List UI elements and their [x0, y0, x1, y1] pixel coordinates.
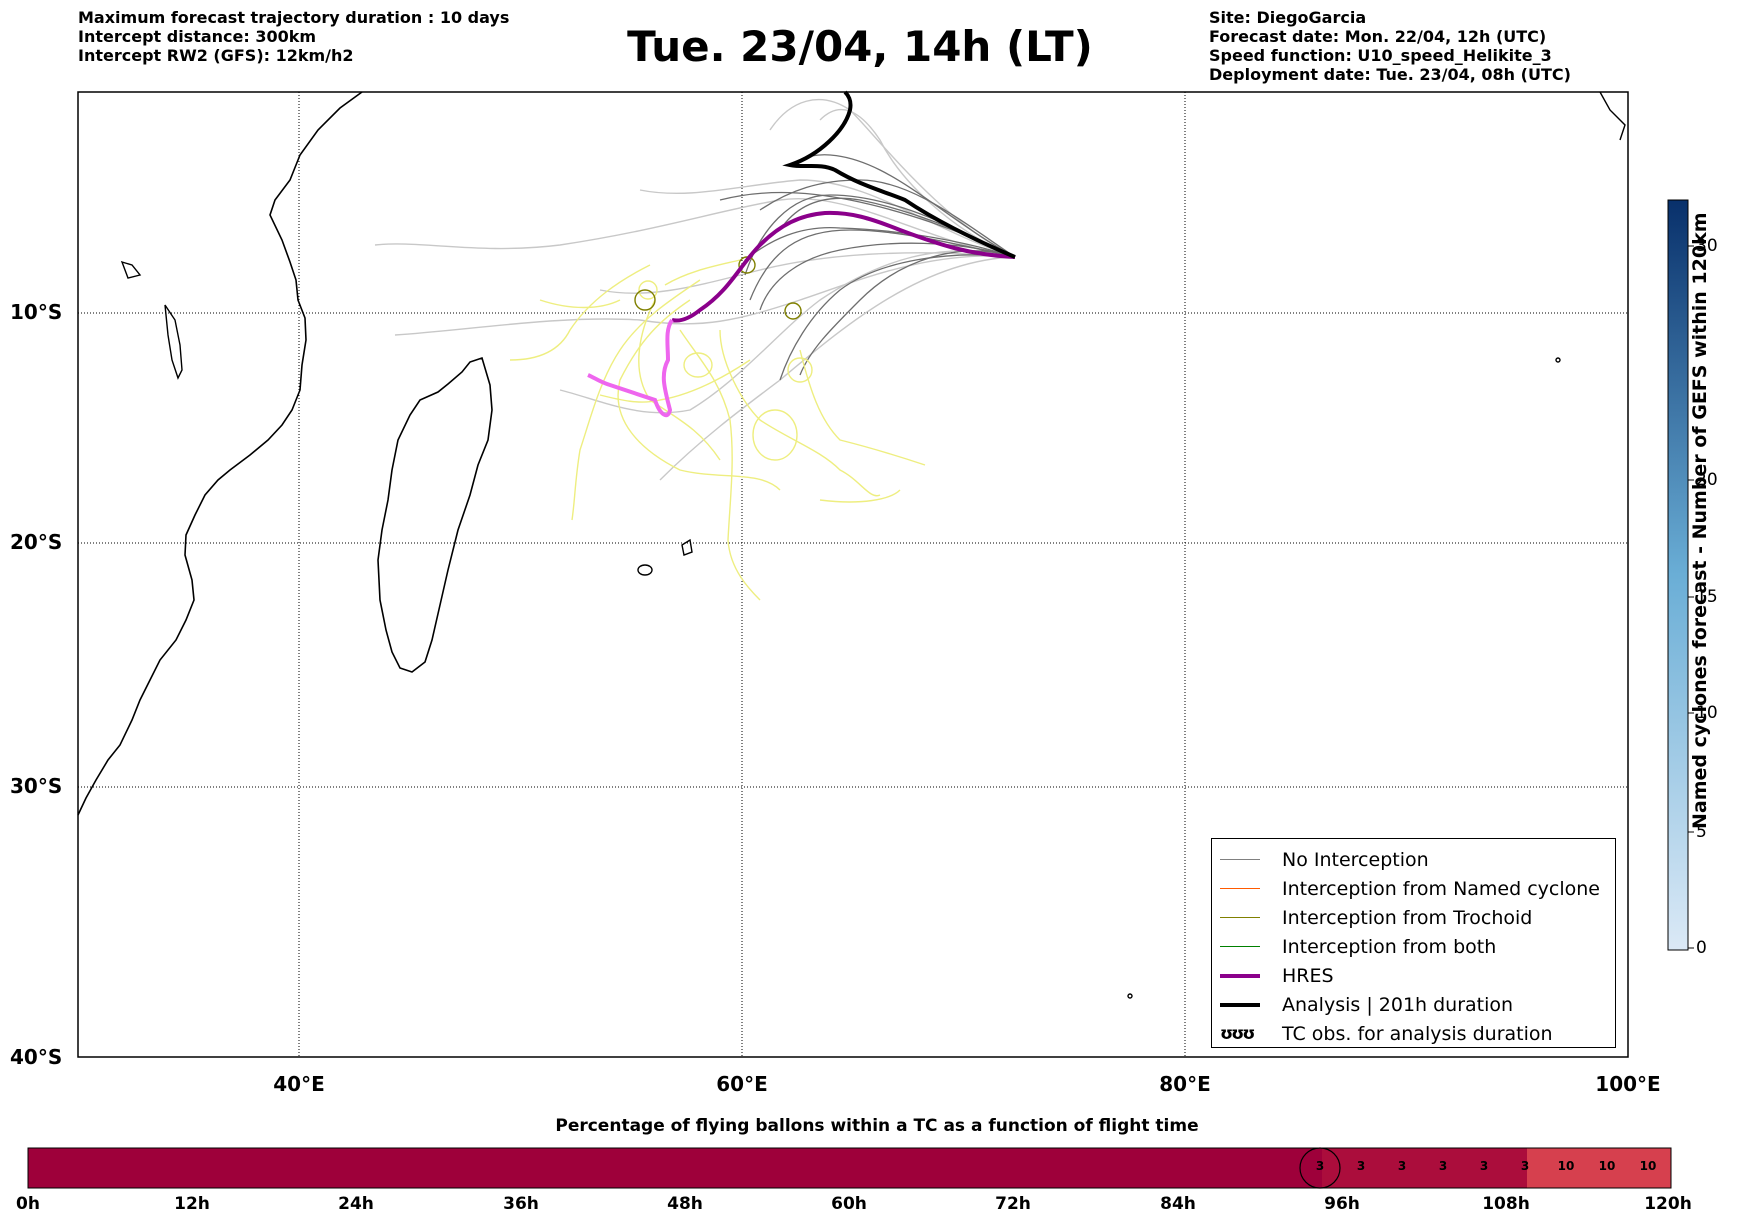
timeline-tick: 108h: [1482, 1194, 1530, 1214]
speed-function-text: Speed function: U10_speed_Helikite_3: [1209, 46, 1552, 65]
timeline-tick: 84h: [1160, 1194, 1196, 1214]
colorbar-tick-label: 5: [1696, 822, 1707, 842]
timeline-frame: [27, 1147, 1672, 1189]
timeline-value: 10: [1598, 1159, 1616, 1173]
trochoid-trajectories: [509, 259, 926, 601]
colorbar-tick-label: 20: [1696, 470, 1718, 490]
timeline-marker-circle: [1299, 1147, 1341, 1189]
map-frame: [77, 91, 1629, 1058]
timeline-cell: [1404, 1148, 1445, 1188]
lon-label: 100°E: [1595, 1072, 1661, 1096]
map-legend: No Interception Interception from Named …: [1211, 838, 1616, 1048]
intercept-rw2-text: Intercept RW2 (GFS): 12km/h2: [78, 46, 354, 65]
legend-label: TC obs. for analysis duration: [1282, 1022, 1553, 1045]
legend-label: Interception from Trochoid: [1282, 906, 1533, 929]
legend-item-analysis: Analysis | 201h duration: [1220, 990, 1607, 1019]
lat-label: 30°S: [10, 774, 63, 798]
colorbar-tick-label: 10: [1696, 703, 1718, 723]
legend-swatch: [1220, 859, 1260, 860]
hres-trajectory-late: [587, 318, 674, 418]
timeline-tick: 36h: [503, 1194, 539, 1214]
timeline-tick: 60h: [831, 1194, 867, 1214]
tc-obs-icon: ʊʊʊ: [1220, 1023, 1255, 1044]
colorbar-tick-label: 30: [1696, 236, 1718, 256]
legend-item-no-interception: No Interception: [1220, 845, 1607, 874]
legend-label: Interception from Named cyclone: [1282, 877, 1600, 900]
lat-label: 40°S: [10, 1045, 63, 1069]
lon-label: 80°E: [1159, 1072, 1211, 1096]
ensemble-trajectories-light: [374, 98, 1016, 481]
lat-label: 20°S: [10, 530, 63, 554]
timeline-cell: [1322, 1148, 1363, 1188]
colorbar-tick-label: 15: [1696, 587, 1718, 607]
timeline-tick: 120h: [1644, 1194, 1692, 1214]
legend-swatch: [1220, 917, 1260, 918]
timeline-value: 10: [1557, 1159, 1575, 1173]
legend-swatch: [1220, 973, 1260, 978]
timeline-value: 3: [1479, 1159, 1489, 1173]
timeline-value: 3: [1315, 1159, 1325, 1173]
legend-label: HRES: [1282, 964, 1334, 987]
legend-swatch: [1220, 888, 1260, 889]
legend-swatch: [1220, 1002, 1260, 1007]
colorbar-title-text: Named cyclones forecast - Number of GEFS…: [1689, 212, 1711, 829]
legend-label: No Interception: [1282, 848, 1429, 871]
page-title: Tue. 23/04, 14h (LT): [627, 22, 1093, 71]
timeline-tick: 72h: [995, 1194, 1031, 1214]
timeline-cell: [1445, 1148, 1486, 1188]
legend-item-named-cyclone: Interception from Named cyclone: [1220, 874, 1607, 903]
intercept-distance-text: Intercept distance: 300km: [78, 27, 317, 46]
legend-item-both: Interception from both: [1220, 932, 1607, 961]
legend-item-hres: HRES: [1220, 961, 1607, 990]
hres-trajectory: [671, 210, 1016, 323]
lat-label: 10°S: [10, 300, 63, 324]
timeline-value: 10: [1639, 1159, 1657, 1173]
timeline-value: 3: [1520, 1159, 1530, 1173]
timeline-high-cells: [1527, 1148, 1671, 1188]
deployment-date-text: Deployment date: Tue. 23/04, 08h (UTC): [1209, 65, 1571, 84]
header-left-info: Maximum forecast trajectory duration : 1…: [78, 8, 509, 65]
trochoid-interception-trajectories: [634, 256, 802, 320]
timeline-tick: 0h: [16, 1194, 40, 1214]
site-text: Site: DiegoGarcia: [1209, 8, 1367, 27]
colorbar: [1667, 199, 1689, 951]
header-right-info: Site: DiegoGarcia Forecast date: Mon. 22…: [1209, 8, 1571, 84]
legend-item-trochoid: Interception from Trochoid: [1220, 903, 1607, 932]
lon-label: 60°E: [716, 1072, 768, 1096]
madagascar-coastline: [377, 356, 493, 673]
africa-coastline: [77, 91, 363, 816]
analysis-trajectory: [782, 90, 1016, 259]
legend-label: Analysis | 201h duration: [1282, 993, 1514, 1016]
timeline-cell: [1486, 1148, 1527, 1188]
colorbar-tick-label: 0: [1696, 938, 1707, 958]
timeline-cell: [1363, 1148, 1404, 1188]
legend-label: Interception from both: [1282, 935, 1497, 958]
timeline-tick: 12h: [174, 1194, 210, 1214]
timeline-tick: 48h: [667, 1194, 703, 1214]
legend-item-tc-obs: ʊʊʊ TC obs. for analysis duration: [1220, 1019, 1607, 1048]
forecast-date-text: Forecast date: Mon. 22/04, 12h (UTC): [1209, 27, 1547, 46]
legend-swatch: [1220, 946, 1260, 947]
small-islands: [120, 91, 1626, 999]
map-grid: [78, 92, 1628, 1057]
lon-label: 40°E: [273, 1072, 325, 1096]
trochoid-loops: [638, 280, 813, 461]
timeline-tick: 96h: [1324, 1194, 1360, 1214]
timeline-title: Percentage of flying ballons within a TC…: [555, 1116, 1199, 1136]
timeline-tick: 24h: [338, 1194, 374, 1214]
trajectory-duration-text: Maximum forecast trajectory duration : 1…: [78, 8, 510, 27]
timeline-value: 3: [1356, 1159, 1366, 1173]
timeline-value: 3: [1438, 1159, 1448, 1173]
colorbar-ticks: [1688, 245, 1694, 949]
timeline-value: 3: [1397, 1159, 1407, 1173]
